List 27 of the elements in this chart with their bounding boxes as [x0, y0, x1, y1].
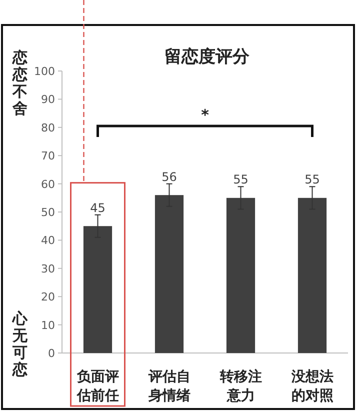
y-tick-label: 100	[34, 65, 55, 78]
bar	[226, 198, 256, 353]
x-tick-label: 没想法的对照	[290, 369, 334, 404]
data-label: 45	[90, 200, 106, 215]
y-tick-label: 90	[41, 93, 55, 106]
x-tick-label: 负面评估前任	[76, 369, 119, 404]
bar	[154, 195, 184, 353]
x-tick-label: 转移注意力	[218, 368, 262, 404]
y-tick-label: 20	[41, 290, 55, 304]
text: 恋恋不舍	[12, 48, 28, 118]
x-tick-label: 评估自身情绪	[147, 369, 190, 404]
data-label: 55	[304, 172, 320, 187]
annotation: *	[201, 106, 210, 124]
y-tick-label: 0	[48, 347, 55, 360]
y-tick-label: 40	[41, 234, 55, 248]
bar	[83, 226, 112, 353]
data-label: 56	[162, 170, 177, 184]
text: 心无可恋	[12, 310, 28, 378]
chart-title: 留恋度评分	[164, 47, 250, 67]
y-tick-label: 50	[41, 206, 55, 219]
y-tick-label: 80	[41, 121, 55, 134]
y-tick-label: 30	[41, 262, 55, 276]
data-label: 55	[233, 172, 248, 187]
y-tick-label: 10	[41, 318, 55, 332]
y-tick-label: 70	[41, 150, 55, 163]
bar	[298, 198, 327, 353]
y-tick-label: 60	[41, 178, 55, 191]
